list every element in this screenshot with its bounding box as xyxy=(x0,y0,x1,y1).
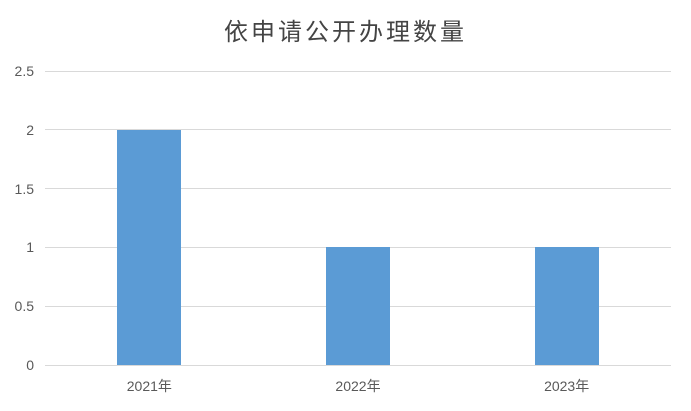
x-axis-line xyxy=(45,364,671,366)
y-tick-label: 2 xyxy=(26,121,34,138)
gridline xyxy=(45,188,671,190)
y-tick-label: 1.5 xyxy=(14,180,34,197)
x-tick-label: 2023年 xyxy=(544,378,590,394)
gridline xyxy=(45,129,671,131)
gridline xyxy=(45,70,671,72)
bar-2023年 xyxy=(534,247,599,365)
x-tick-label: 2022年 xyxy=(335,378,381,394)
plot-area xyxy=(45,70,671,366)
x-tick-label: 2021年 xyxy=(126,378,172,394)
chart-title: 依申请公开办理数量 xyxy=(224,19,467,46)
gridline xyxy=(45,246,671,248)
y-tick-label: 0.5 xyxy=(14,298,34,315)
y-tick-label: 1 xyxy=(26,239,34,256)
y-tick-label: 2.5 xyxy=(14,63,34,79)
bar-2021年 xyxy=(117,129,182,365)
y-tick-label: 0 xyxy=(26,357,34,373)
bar-2022年 xyxy=(326,247,390,365)
